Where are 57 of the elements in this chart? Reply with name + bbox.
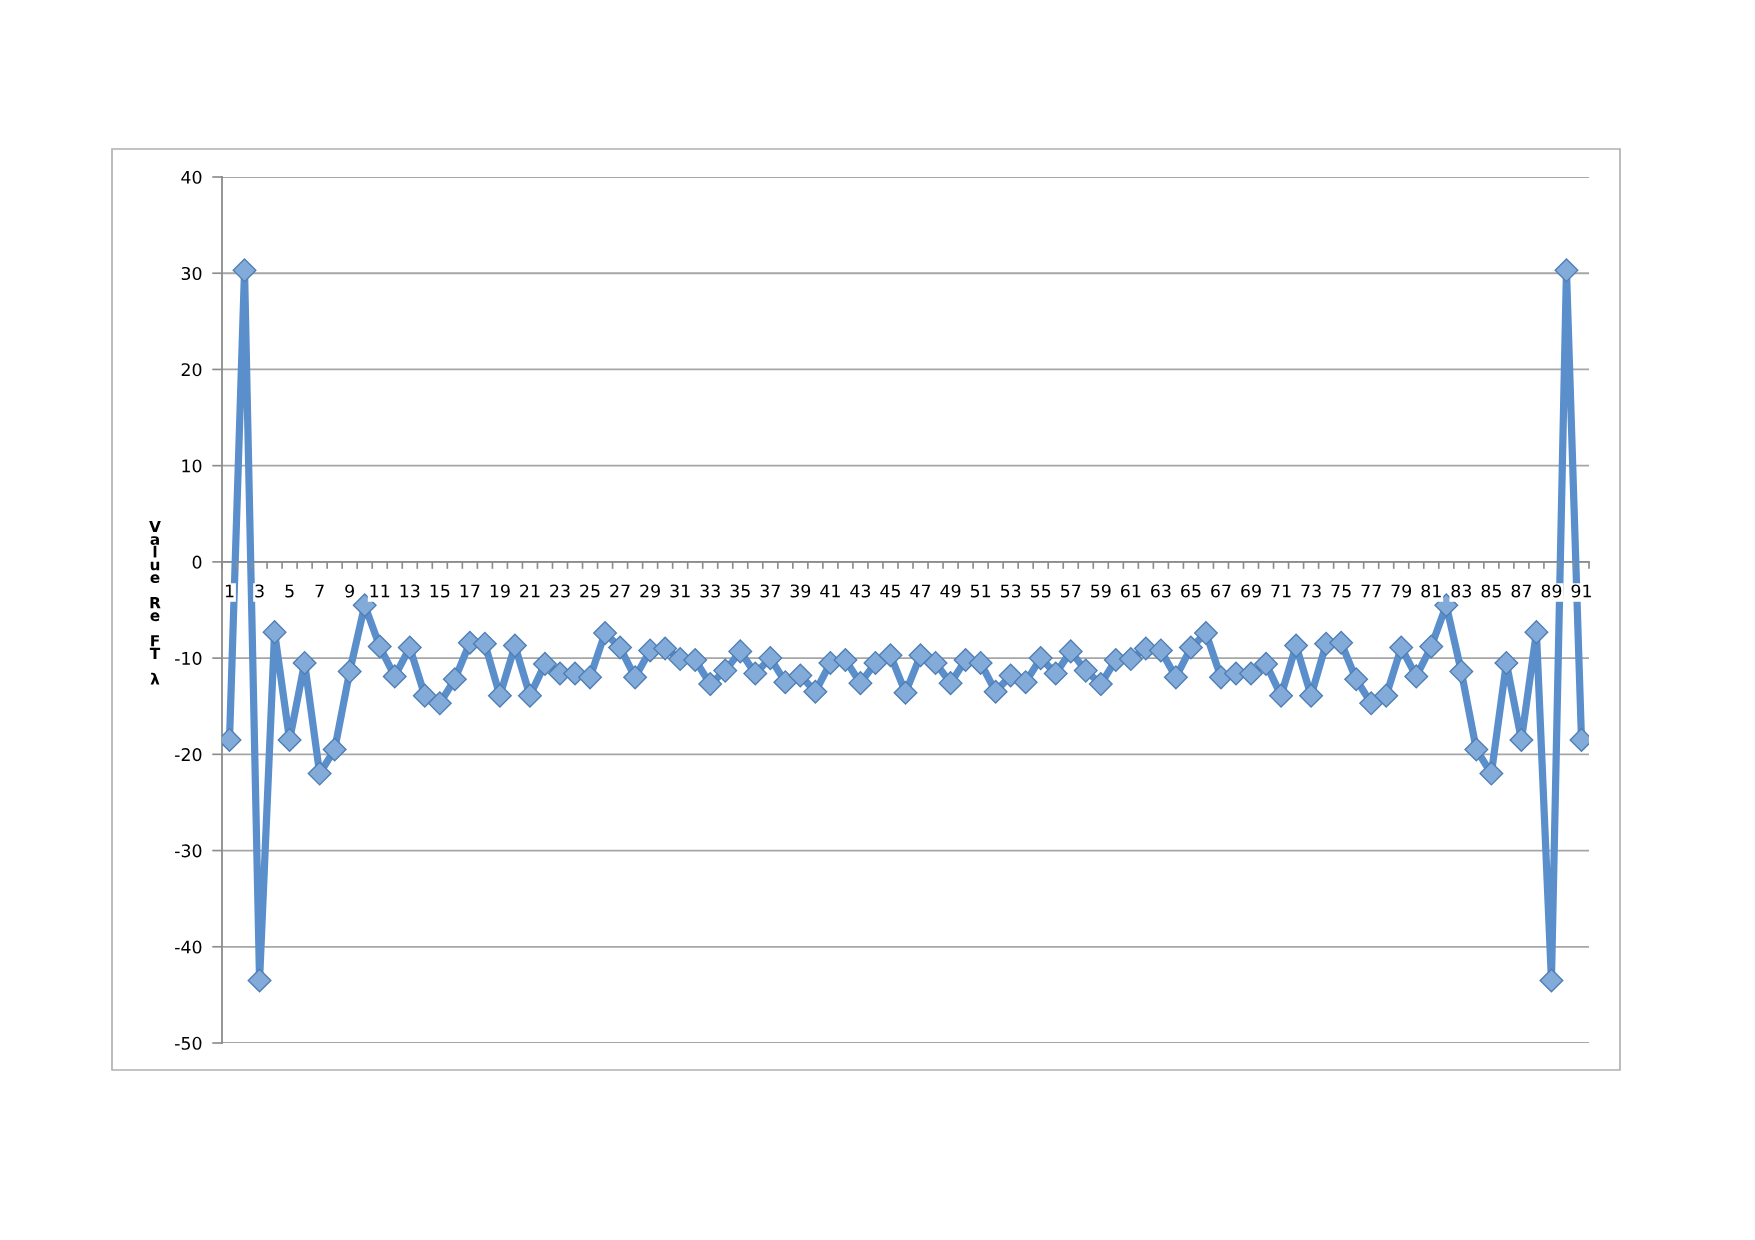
x-tick-label: 49 [940, 584, 961, 598]
x-tick-label: 89 [1541, 584, 1562, 598]
x-tick-label: 53 [1000, 584, 1021, 598]
x-tick-label: 87 [1511, 584, 1531, 598]
x-tick-label: 51 [970, 584, 991, 598]
x-tick-label: 45 [880, 584, 901, 598]
x-tick-label: 81 [1421, 584, 1441, 598]
x-tick-label: 77 [1361, 584, 1381, 598]
x-tick-label: 67 [1211, 584, 1231, 598]
x-tick-label: 35 [730, 584, 750, 598]
x-tick-label: 15 [430, 584, 450, 598]
x-tick-label: 31 [670, 584, 690, 598]
y-tick-label: -50 [175, 1036, 202, 1050]
x-tick-label: 47 [910, 584, 931, 598]
x-tick-label: 13 [400, 584, 420, 598]
x-tick-label: 73 [1301, 584, 1321, 598]
y-tick-label: -40 [175, 940, 202, 954]
x-tick-label: 3 [255, 584, 264, 598]
x-tick-label: 57 [1061, 584, 1081, 598]
x-tick-label: 25 [580, 584, 600, 598]
x-tick-label: 27 [610, 584, 630, 598]
y-tick-label: -20 [175, 748, 202, 762]
x-tick-label: 63 [1151, 584, 1171, 598]
x-tick-label: 59 [1091, 584, 1111, 598]
x-tick-label: 79 [1391, 584, 1412, 598]
x-tick-label: 7 [315, 584, 324, 598]
x-tick-label: 33 [700, 584, 720, 598]
x-tick-label: 55 [1030, 584, 1051, 598]
y-tick-label: 0 [192, 555, 202, 569]
y-tick-label: 30 [181, 266, 202, 281]
x-tick-label: 85 [1481, 584, 1501, 598]
y-tick-label: 10 [182, 459, 202, 473]
x-tick-label: 29 [640, 584, 660, 598]
x-tick-label: 43 [850, 584, 871, 598]
x-tick-label: 11 [370, 584, 390, 598]
x-tick-label: 83 [1451, 584, 1471, 598]
x-tick-label: 61 [1121, 584, 1141, 598]
y-tick-label: 20 [181, 363, 202, 377]
x-tick-label: 41 [820, 584, 840, 598]
y-tick-label: -30 [175, 844, 202, 858]
x-tick-label: 1 [225, 584, 234, 598]
x-tick-label: 17 [460, 584, 480, 598]
text: Value Re FT λ [149, 520, 161, 685]
x-tick-label: 91 [1571, 584, 1591, 598]
x-tick-label: 75 [1331, 584, 1351, 598]
y-tick-label: 40 [181, 170, 202, 184]
x-tick-label: 23 [550, 584, 570, 598]
x-tick-label: 5 [285, 584, 294, 598]
x-tick-label: 37 [760, 584, 780, 598]
x-tick-label: 39 [790, 584, 811, 598]
x-tick-label: 21 [520, 584, 540, 598]
y-tick-label: -10 [175, 651, 202, 665]
x-tick-label: 69 [1241, 584, 1261, 598]
x-tick-label: 19 [490, 584, 510, 598]
x-tick-label: 65 [1181, 584, 1201, 598]
x-tick-label: 71 [1271, 584, 1291, 598]
x-tick-label: 9 [345, 584, 354, 598]
